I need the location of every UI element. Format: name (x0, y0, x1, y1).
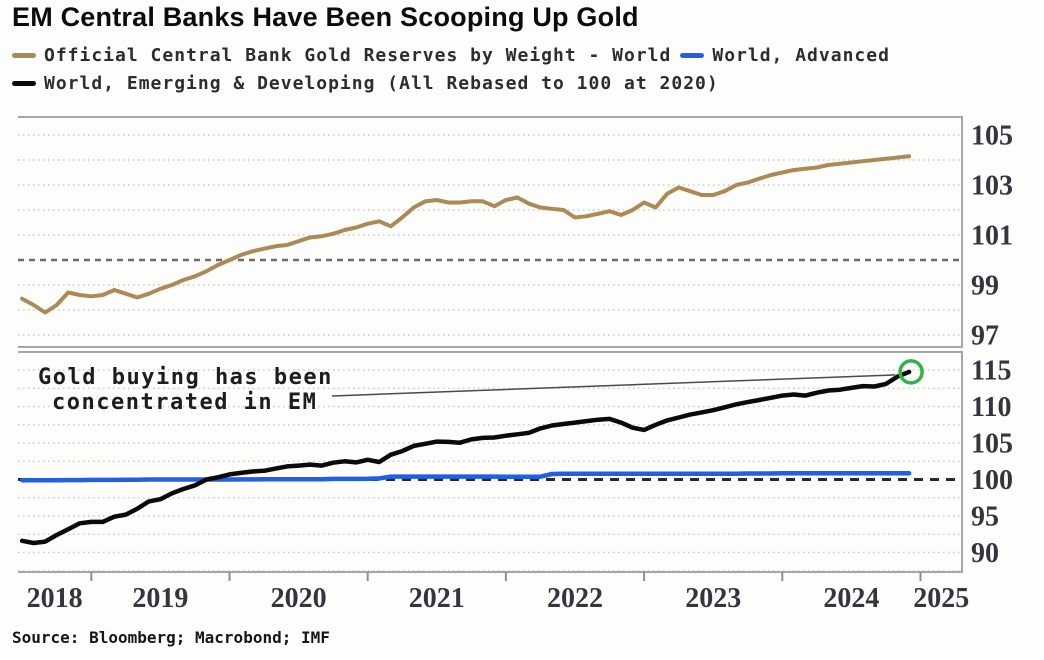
x-axis-label: 2024 (823, 583, 879, 614)
legend-swatch-gold-icon (12, 53, 36, 58)
x-axis-label: 2022 (547, 583, 603, 614)
annotation-text-line1: Gold buying has been (38, 365, 333, 390)
end-marker-circle (898, 359, 924, 385)
legend-label: Official Central Bank Gold Reserves by W… (44, 45, 672, 66)
series-line-emerging (19, 369, 912, 546)
chart-title: EM Central Banks Have Been Scooping Up G… (12, 2, 639, 32)
panel-border (18, 116, 963, 348)
y-axis-label: 105 (971, 121, 1013, 152)
x-axis-label: 2019 (132, 583, 188, 614)
legend-item-world-advanced: World, Advanced (680, 45, 890, 66)
x-axis-label: 2023 (685, 583, 741, 614)
y-axis-label: 110 (971, 392, 1011, 423)
legend-swatch-black-icon (12, 81, 36, 86)
y-axis-label: 105 (971, 429, 1013, 460)
legend-row-1: Official Central Bank Gold Reserves by W… (12, 45, 890, 66)
series-line-advanced (19, 471, 912, 483)
y-axis-label: 97 (971, 321, 999, 352)
y-axis-label: 95 (971, 502, 999, 533)
y-axis-label: 90 (971, 538, 999, 569)
panel-border (18, 351, 963, 573)
legend-item-gold-reserves: Official Central Bank Gold Reserves by W… (12, 45, 671, 66)
y-axis-label: 103 (971, 171, 1013, 202)
annotation-text-line2: concentrated in EM (52, 390, 317, 415)
legend-label: World, Emerging & Developing (All Rebase… (44, 73, 719, 94)
source-note: Source: Bloomberg; Macrobond; IMF (12, 628, 330, 647)
x-axis-label: 2020 (271, 583, 327, 614)
series-line-world (20, 154, 912, 315)
y-axis-label: 101 (971, 221, 1013, 252)
legend-row-2: World, Emerging & Developing (All Rebase… (12, 73, 890, 94)
x-axis-label: 2018 (27, 583, 83, 614)
x-axis-label: 2025 (913, 583, 969, 614)
x-axis-label: 2021 (409, 583, 465, 614)
y-axis-label: 100 (971, 465, 1013, 496)
legend-item-world-emerging: World, Emerging & Developing (All Rebase… (12, 73, 719, 94)
y-axis-label: 99 (971, 271, 999, 302)
legend-label: World, Advanced (712, 45, 890, 66)
y-axis-label: 115 (971, 356, 1011, 387)
annotation-leader-line (331, 374, 896, 397)
legend-swatch-blue-icon (680, 53, 705, 58)
chart-legend: Official Central Bank Gold Reserves by W… (12, 45, 890, 94)
